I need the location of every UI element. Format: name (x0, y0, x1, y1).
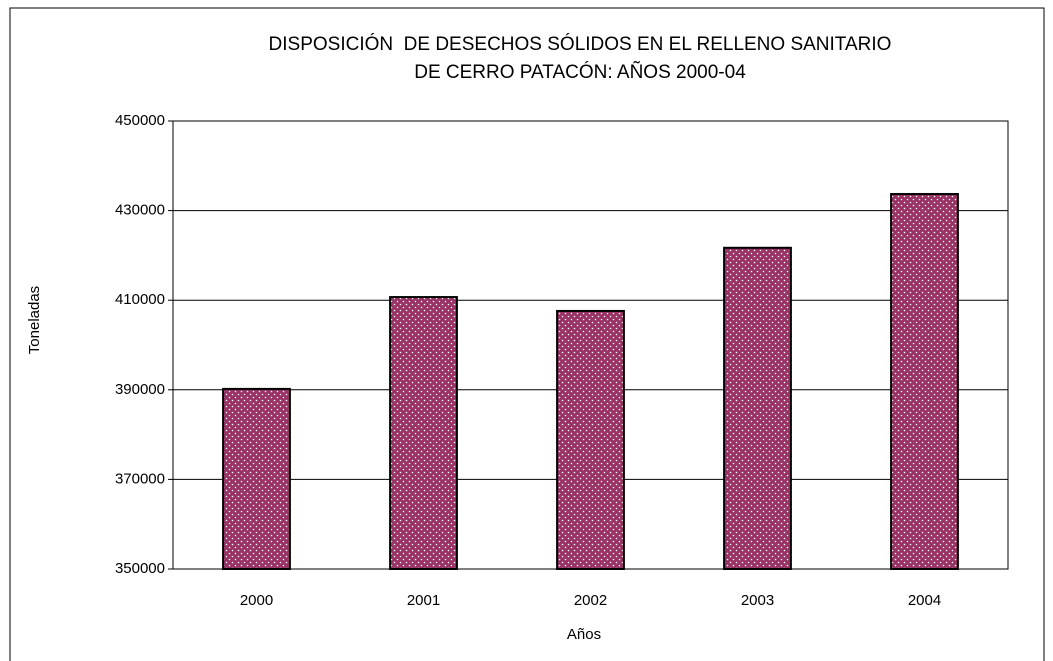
bar (890, 193, 959, 571)
y-axis-label: Toneladas (26, 286, 43, 354)
x-axis-label: Años (567, 626, 601, 643)
bar (556, 309, 625, 570)
bar (389, 296, 458, 570)
x-tick-label: 2001 (407, 592, 440, 609)
chart-title: DISPOSICIÓN DE DESECHOS SÓLIDOS EN EL RE… (269, 33, 892, 55)
bar (723, 246, 792, 570)
y-tick-label: 430000 (115, 202, 165, 219)
frame (9, 7, 1045, 661)
y-tick-label: 410000 (115, 291, 165, 308)
bar (222, 387, 291, 570)
chart-title: DE CERRO PATACÓN: AÑOS 2000-04 (414, 61, 746, 83)
y-tick-label: 450000 (115, 112, 165, 129)
y-tick-label: 350000 (115, 560, 165, 577)
x-tick-label: 2003 (741, 592, 774, 609)
y-tick-label: 390000 (115, 381, 165, 398)
x-tick-label: 2002 (574, 592, 607, 609)
x-tick-label: 2000 (240, 592, 273, 609)
x-tick-label: 2004 (908, 592, 941, 609)
y-tick-label: 370000 (115, 470, 165, 487)
